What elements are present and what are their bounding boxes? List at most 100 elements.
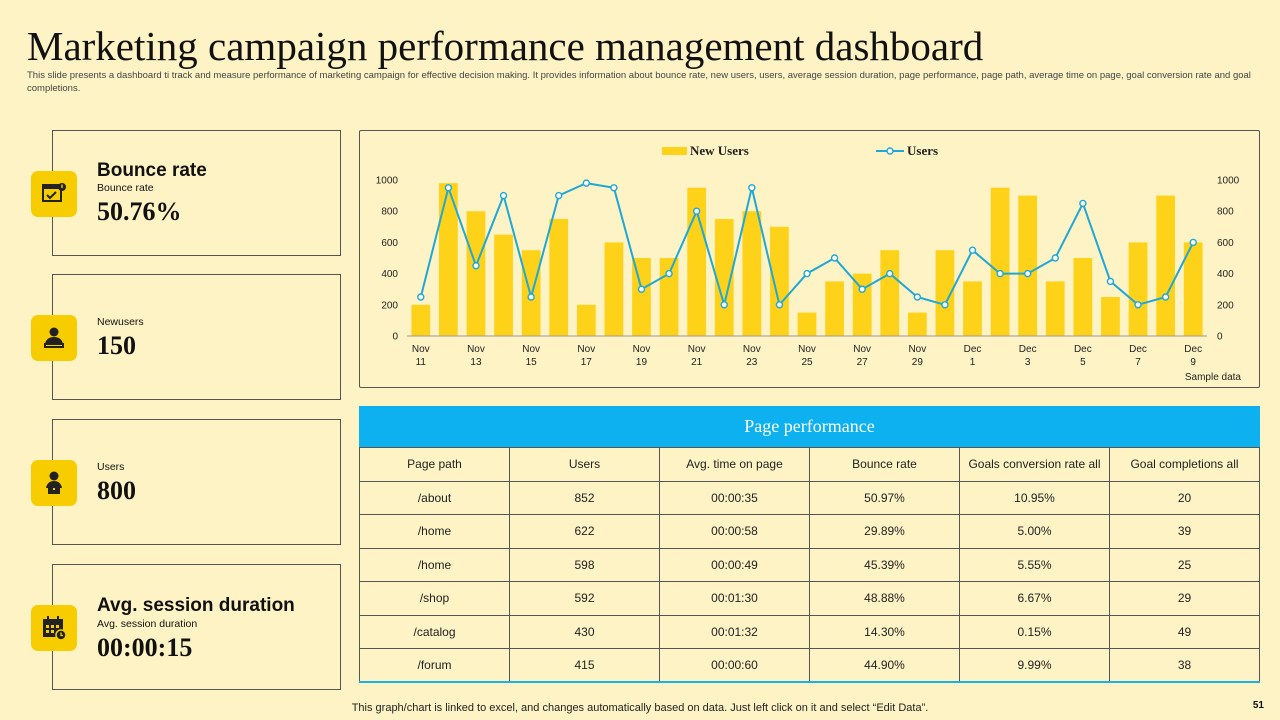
column-header: Bounce rate	[809, 447, 960, 482]
bar-new-users	[1018, 195, 1038, 336]
kpi-heading: Bounce rate	[97, 160, 207, 181]
point-users	[913, 293, 922, 301]
table-cell: 9.99%	[959, 648, 1110, 683]
bar-new-users	[880, 250, 900, 336]
chart-note: Sample data	[1185, 372, 1242, 383]
browser-check-icon	[31, 171, 77, 217]
point-users	[1189, 238, 1197, 247]
bar-new-users	[439, 183, 458, 336]
x-tick-label: Nov 25	[798, 344, 816, 368]
x-tick-label: Dec 1	[964, 344, 982, 368]
bar-new-users	[604, 242, 624, 336]
table-cell: /catalog	[359, 614, 510, 649]
point-users	[1134, 301, 1142, 309]
table-title-bar: Page performance	[359, 406, 1260, 447]
x-tick-label: Nov 29	[908, 344, 926, 368]
page-performance-table: Page path Users Avg. time on page Bounce…	[359, 447, 1260, 683]
page-title: Marketing campaign performance managemen…	[27, 23, 984, 69]
x-tick-label: Nov 15	[522, 344, 540, 368]
point-users	[803, 269, 811, 278]
point-users	[996, 269, 1004, 278]
table-cell: 50.97%	[809, 480, 960, 515]
table-cell: 38	[1109, 648, 1260, 683]
kpi-label: Users	[97, 461, 125, 473]
y-tick-label-left: 600	[381, 238, 398, 249]
kpi-value: 150	[97, 331, 136, 360]
user-desk-icon	[31, 460, 77, 506]
bar-new-users	[466, 211, 486, 336]
x-tick-label: Nov 17	[577, 344, 595, 368]
table-cell: 592	[509, 581, 660, 616]
table-cell: 0.15%	[959, 614, 1110, 649]
chart-canvas: 0 0 200 200 400 400 600 600 800 800 1000 1000 Nov 11 N…	[376, 143, 1242, 383]
table-cell: 00:00:49	[659, 547, 810, 582]
x-tick-label: Dec 5	[1074, 344, 1092, 368]
bar-new-users	[1183, 242, 1203, 336]
table-cell: 14.30%	[809, 614, 960, 649]
x-tick-label: Nov 11	[412, 344, 430, 368]
table-cell: 430	[509, 614, 660, 649]
point-users	[968, 246, 977, 254]
table-cell: 44.90%	[809, 648, 960, 683]
point-users	[1023, 269, 1032, 278]
point-users	[775, 301, 784, 309]
bar-new-users	[1073, 258, 1093, 336]
kpi-card-users: Users 800	[31, 419, 341, 545]
table-cell: /shop	[359, 581, 510, 616]
page-number: 51	[1252, 700, 1264, 711]
table-cell: 45.39%	[809, 547, 960, 582]
table-cell: 20	[1109, 480, 1260, 515]
bar-new-users	[990, 187, 1010, 336]
table-cell: 5.00%	[959, 514, 1110, 549]
table-cell: 6.67%	[959, 581, 1110, 616]
column-header: Goals conversion rate all	[959, 447, 1110, 482]
column-header: Users	[509, 447, 660, 482]
y-tick-label-left: 0	[392, 332, 398, 343]
page-subtitle: This slide presents a dashboard ti track…	[27, 70, 1251, 94]
table-cell: 00:00:35	[659, 480, 810, 515]
table-row: /about 852 00:00:35 50.97% 10.95% 20	[359, 480, 1260, 515]
kpi-label: Avg. session duration	[97, 618, 198, 630]
point-users	[555, 191, 563, 200]
bar-new-users	[935, 250, 955, 336]
point-users	[748, 184, 756, 192]
table-title: Page performance	[744, 416, 875, 436]
y-tick-label-left: 400	[381, 269, 398, 280]
table-cell: 29.89%	[809, 514, 960, 549]
point-users	[610, 184, 618, 192]
point-users	[665, 269, 673, 278]
bar-new-users	[549, 219, 569, 336]
point-users	[858, 285, 866, 293]
legend-label-new-users: New Users	[690, 143, 749, 158]
user-laptop-icon	[31, 315, 77, 361]
y-tick-label-left: 800	[381, 207, 398, 218]
kpi-heading: Avg. session duration	[97, 595, 295, 616]
x-tick-label: Dec 7	[1129, 344, 1147, 368]
table-cell: /about	[359, 480, 510, 515]
kpi-value: 00:00:15	[97, 633, 193, 662]
footer-note: This graph/chart is linked to excel, and…	[351, 702, 929, 714]
bar-new-users	[1045, 281, 1065, 336]
bar-new-users	[1128, 242, 1148, 336]
y-tick-label-left: 200	[381, 300, 398, 311]
table-cell: 29	[1109, 581, 1260, 616]
point-users	[499, 191, 508, 200]
point-users	[886, 269, 894, 278]
table-cell: /forum	[359, 648, 510, 683]
bar-new-users	[770, 226, 789, 336]
y-tick-label-right: 800	[1217, 207, 1234, 218]
point-users	[692, 207, 701, 215]
table-cell: 48.88%	[809, 581, 960, 616]
x-tick-label: Nov 21	[688, 344, 706, 368]
table-row: /home 598 00:00:49 45.39% 5.55% 25	[359, 547, 1260, 582]
bar-new-users	[1101, 297, 1120, 336]
y-tick-label-right: 0	[1217, 332, 1223, 343]
kpi-label: Newusers	[97, 316, 144, 328]
x-tick-label: Dec 9	[1184, 344, 1202, 368]
bar-new-users	[852, 273, 872, 336]
x-tick-label: Nov 13	[467, 344, 485, 368]
x-tick-label: Nov 23	[743, 344, 761, 368]
point-users	[941, 301, 949, 309]
kpi-value: 50.76%	[97, 197, 182, 226]
point-users	[1079, 199, 1087, 208]
